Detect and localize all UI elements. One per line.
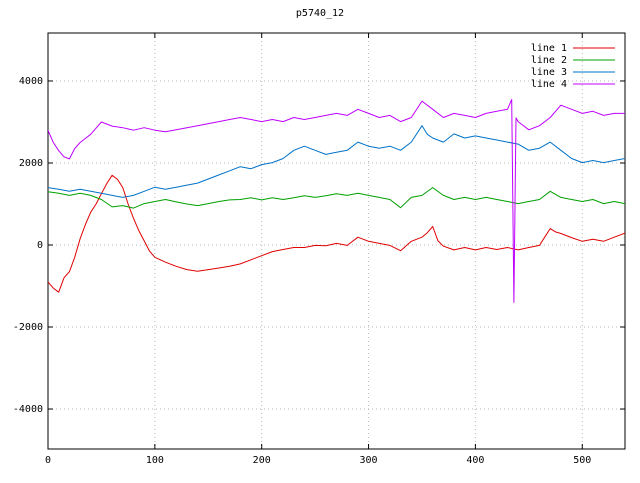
plot-border [47, 32, 626, 450]
y-tick-label: 4000 [19, 76, 43, 87]
legend-label-2: line 2 [531, 55, 567, 66]
x-tick-label: 500 [573, 455, 591, 466]
y-tick-label: 0 [37, 240, 43, 251]
x-tick-label: 300 [360, 455, 378, 466]
series-line-1 [48, 174, 625, 293]
x-tick-label: 200 [253, 455, 271, 466]
x-tick-label: 400 [466, 455, 484, 466]
series-line-4 [48, 98, 625, 303]
legend-label-3: line 3 [531, 67, 567, 78]
y-tick-label: -2000 [13, 322, 43, 333]
series-line-3 [48, 125, 625, 198]
x-tick-label: 100 [146, 455, 164, 466]
x-tick-label: 0 [45, 455, 51, 466]
series-group [48, 98, 625, 303]
legend-label-1: line 1 [531, 43, 567, 54]
legend-label-4: line 4 [531, 79, 567, 90]
y-tick-label: 2000 [19, 158, 43, 169]
y-tick-label: -4000 [13, 404, 43, 415]
chart-title: p5740_12 [295, 8, 345, 19]
series-line-2 [48, 187, 625, 209]
